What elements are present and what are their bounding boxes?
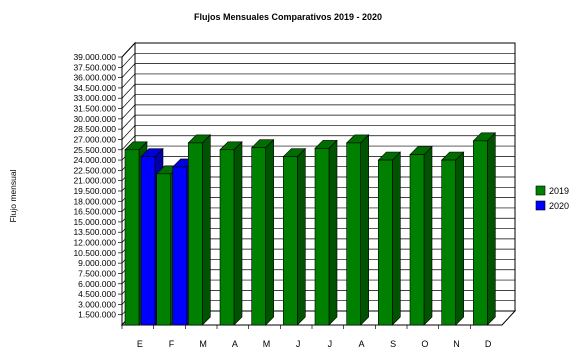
bar-side	[265, 138, 274, 326]
bar-2020-F	[172, 166, 187, 326]
x-tick-label: F	[169, 339, 175, 348]
y-tick-label: 16.500.000	[73, 207, 116, 217]
y-tick-label: 39.000.000	[73, 52, 116, 62]
y-axis-label: Flujo mensual	[8, 169, 18, 222]
gridline	[121, 63, 515, 78]
bar-2019-S	[378, 159, 393, 326]
y-tick-label: 34.500.000	[73, 83, 116, 93]
x-tick-label: N	[453, 339, 460, 348]
gridline	[121, 135, 515, 151]
chart-title: Flujos Mensuales Comparativos 2019 - 202…	[194, 12, 382, 22]
bar-side	[360, 134, 369, 326]
x-tick-label: M	[199, 339, 207, 348]
y-tick-label: 22.500.000	[73, 165, 116, 175]
x-tick-label: A	[358, 339, 364, 348]
bar-side	[392, 151, 401, 326]
bar-side	[233, 141, 243, 326]
gridline	[121, 94, 515, 109]
x-tick-label: M	[263, 339, 271, 348]
gridline	[121, 125, 515, 140]
bar-2019-J	[314, 148, 330, 326]
bar-2019-J	[283, 156, 298, 326]
y-tick-label: 30.000.000	[73, 114, 116, 124]
gridline	[121, 104, 515, 120]
bar-side	[202, 134, 211, 326]
bar-2019-A	[219, 149, 235, 326]
gridline	[121, 114, 515, 130]
bar-2019-A	[346, 142, 361, 326]
gridline	[121, 42, 515, 58]
bar-side	[297, 147, 306, 326]
bar-side	[455, 151, 464, 326]
gridline	[121, 83, 515, 99]
y-tick-label: 13.500.000	[73, 227, 116, 237]
y-tick-label: 7.500.000	[78, 268, 116, 278]
legend-label-2019: 2019	[549, 186, 569, 196]
bar-2019-M	[188, 142, 203, 326]
y-tick-label: 24.000.000	[73, 155, 116, 165]
gridline	[121, 73, 515, 89]
y-tick-label: 3.000.000	[78, 299, 116, 309]
bar-2019-E	[124, 149, 140, 326]
plot-area: 1.500.0003.000.0004.500.0006.000.0007.50…	[73, 41, 517, 348]
y-tick-label: 15.000.000	[73, 217, 116, 227]
y-tick-label: 9.000.000	[78, 258, 116, 268]
y-tick-label: 10.500.000	[73, 248, 116, 258]
legend-swatch-2020	[535, 200, 546, 211]
y-tick-label: 6.000.000	[78, 279, 116, 289]
x-tick-label: S	[390, 339, 396, 348]
bar-2019-F	[156, 173, 171, 326]
legend: 2019 2020	[535, 185, 569, 211]
y-tick-label: 21.000.000	[73, 176, 116, 186]
y-tick-label: 1.500.000	[78, 310, 116, 320]
legend-swatch-2019	[535, 185, 546, 196]
x-tick-label: J	[296, 339, 301, 348]
y-tick-label: 18.000.000	[73, 196, 116, 206]
y-tick-label: 31.500.000	[73, 104, 116, 114]
bar-2019-O	[409, 154, 425, 326]
x-tick-label: E	[137, 339, 143, 348]
x-tick-label: A	[232, 339, 238, 348]
bar-side	[423, 145, 433, 326]
y-tick-label: 36.000.000	[73, 73, 116, 83]
bar-2019-D	[473, 140, 488, 326]
bar-2019-N	[441, 159, 456, 326]
y-tick-label: 25.500.000	[73, 145, 116, 155]
x-tick-label: J	[328, 339, 333, 348]
y-tick-label: 19.500.000	[73, 186, 116, 196]
y-tick-label: 4.500.000	[78, 289, 116, 299]
bar-side	[328, 139, 338, 326]
legend-label-2020: 2020	[549, 201, 569, 211]
x-tick-label: D	[485, 339, 492, 348]
gridline	[121, 52, 515, 68]
x-tick-label: O	[421, 339, 428, 348]
y-tick-label: 28.500.000	[73, 124, 116, 134]
y-tick-label: 12.000.000	[73, 238, 116, 248]
y-tick-label: 33.000.000	[73, 93, 116, 103]
bar-side	[487, 132, 496, 326]
y-tick-label: 27.000.000	[73, 134, 116, 144]
bar-2019-M	[251, 147, 266, 326]
bar-2020-E	[140, 156, 156, 326]
y-tick-label: 37.500.000	[73, 62, 116, 72]
